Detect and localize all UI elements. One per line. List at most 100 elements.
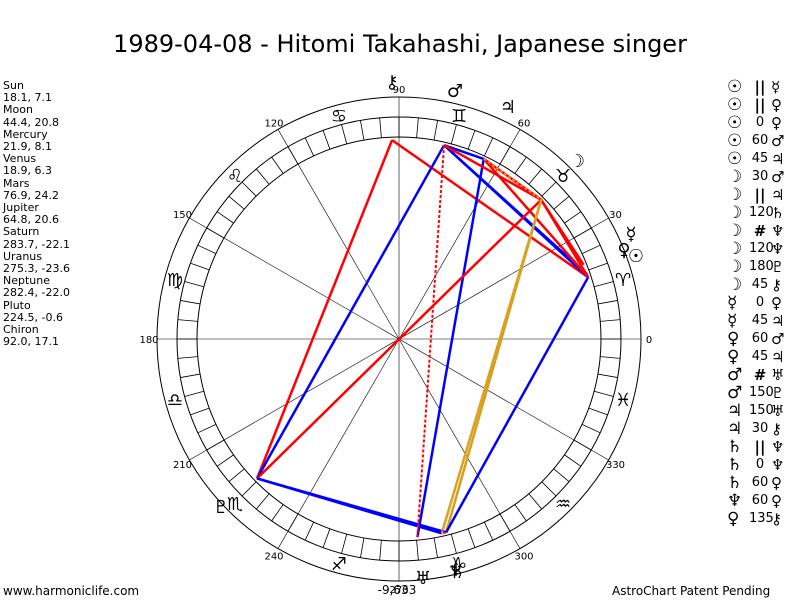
aspect-line — [416, 158, 485, 538]
aspect-line — [540, 199, 585, 266]
planet-glyph: ♄ — [449, 562, 465, 583]
aspect-planet-2: ♆ — [771, 438, 785, 456]
zodiac-sign-glyph: ♉ — [555, 166, 571, 187]
aspect-type: 30 — [751, 421, 769, 436]
band-tick — [581, 424, 601, 434]
planet-coords: 64.8, 20.6 — [3, 213, 59, 227]
aspect-planet-1: ♀ — [727, 509, 740, 529]
band-tick — [588, 262, 608, 271]
planet-coords: 224.5, -0.6 — [3, 310, 63, 324]
band-tick — [597, 300, 618, 305]
aspect-row: ☽ || ♃ — [727, 186, 791, 204]
aspect-row: ♂ # ♅ — [727, 366, 791, 384]
zodiac-sign-glyph: ♎ — [167, 390, 183, 411]
band-tick — [241, 481, 257, 497]
band-tick — [467, 528, 476, 548]
aspect-row: ♃ 150 ♅ — [727, 402, 791, 420]
band-tick — [528, 168, 543, 185]
planet-glyph: ♅ — [415, 568, 431, 589]
degree-labels: 0 30 60 90 120 150 180 210 240 270 300 330 — [139, 85, 652, 596]
aspect-list: ☉ || ☿ ☉ || ♀ ☉ 0 ♀ ☉ 60 ♂ ☉ 45 ♃ ☽ 30 ♂ ☽ || ♃ ☽ 120 ♄ ☽ # ♆ ☽ 120 ♆… — [727, 78, 791, 528]
aspect-planet-2: ♆ — [771, 222, 785, 240]
planet-name: Saturn — [3, 225, 40, 239]
aspect-type: 45 — [751, 349, 769, 364]
aspect-line — [256, 198, 543, 480]
band-tick — [433, 120, 438, 141]
band-tick — [541, 481, 557, 497]
band-tick — [416, 540, 419, 561]
degree-label: 210 — [173, 460, 192, 471]
planet-name: Mercury — [3, 127, 48, 141]
aspect-type: 45 — [751, 151, 769, 166]
band-tick — [216, 454, 234, 467]
zodiac-sign-glyph: ♊ — [451, 106, 467, 127]
band-tick — [553, 468, 570, 483]
aspect-planet-2: ⚷ — [771, 510, 782, 528]
band-tick — [541, 181, 557, 197]
planet-glyph: ☿ — [625, 224, 636, 245]
planet-glyph: ⚷ — [385, 72, 398, 93]
aspect-planet-1: ☽ — [727, 167, 743, 187]
degree-label: 60 — [518, 118, 531, 129]
band-tick — [467, 130, 476, 150]
aspect-type: 60 — [751, 331, 769, 346]
aspect-line — [256, 477, 447, 534]
planet-name: Venus — [3, 152, 37, 166]
aspect-type: # — [753, 366, 767, 384]
band-tick — [594, 281, 614, 288]
aspect-line — [445, 276, 590, 533]
aspect-row: ☉ 0 ♀ — [727, 114, 791, 132]
band-tick — [241, 181, 257, 197]
aspect-type: 45 — [751, 313, 769, 328]
footer-patent: AstroChart Patent Pending — [612, 584, 771, 598]
degree-label: 180 — [139, 335, 158, 346]
aspect-planet-1: ☉ — [727, 95, 743, 115]
aspect-planet-2: ♂ — [771, 330, 785, 348]
planet-name: Jupiter — [3, 201, 39, 215]
band-tick — [341, 534, 348, 554]
bottom-value-label: -9,633 — [378, 583, 417, 597]
degree-label: 30 — [609, 210, 622, 221]
planet-name: Chiron — [3, 323, 39, 337]
aspect-planet-1: ☽ — [727, 275, 743, 295]
aspect-planet-1: ♄ — [727, 437, 743, 457]
band-tick — [197, 424, 217, 434]
aspect-planet-2: ♅ — [771, 366, 785, 384]
degree-label: 240 — [264, 552, 283, 563]
band-tick — [553, 195, 570, 210]
aspect-planet-2: ♀ — [771, 114, 782, 132]
zodiac-sign-glyph: ♓ — [615, 390, 631, 411]
aspect-planet-2: ♆ — [771, 240, 785, 258]
band-tick — [216, 211, 234, 224]
aspect-type: 0 — [755, 295, 765, 310]
planet-coords: 92.0, 17.1 — [3, 335, 59, 349]
footer-website[interactable]: www.harmoniclife.com — [3, 584, 140, 598]
planet-coords: 18.1, 7.1 — [3, 91, 52, 105]
planet-name: Neptune — [3, 274, 51, 288]
aspect-line — [443, 144, 589, 276]
band-tick — [322, 130, 331, 150]
band-tick — [581, 244, 601, 254]
aspect-planet-1: ☽ — [727, 257, 743, 277]
aspect-type: 135 — [749, 511, 774, 526]
aspect-planet-1: ♂ — [727, 383, 743, 403]
aspect-lines — [255, 139, 590, 538]
aspect-type: 150 — [749, 385, 774, 400]
band-tick — [450, 124, 457, 144]
aspect-planet-1: ☉ — [727, 131, 743, 151]
band-tick — [379, 540, 382, 561]
wheel-ticks — [177, 117, 621, 561]
aspect-planet-2: ♂ — [771, 132, 785, 150]
aspect-type: 60 — [751, 493, 769, 508]
band-tick — [564, 454, 582, 467]
aspect-row: ♃ 30 ⚷ — [727, 420, 791, 438]
aspect-type: 45 — [751, 277, 769, 292]
degree-label: 120 — [264, 118, 283, 129]
band-tick — [379, 117, 382, 138]
aspect-row: ☽ # ♆ — [727, 222, 791, 240]
aspect-planet-2: ♃ — [771, 348, 785, 366]
aspect-type: || — [754, 186, 766, 204]
aspect-planet-2: ♂ — [771, 168, 785, 186]
aspect-type: 150 — [749, 403, 774, 418]
